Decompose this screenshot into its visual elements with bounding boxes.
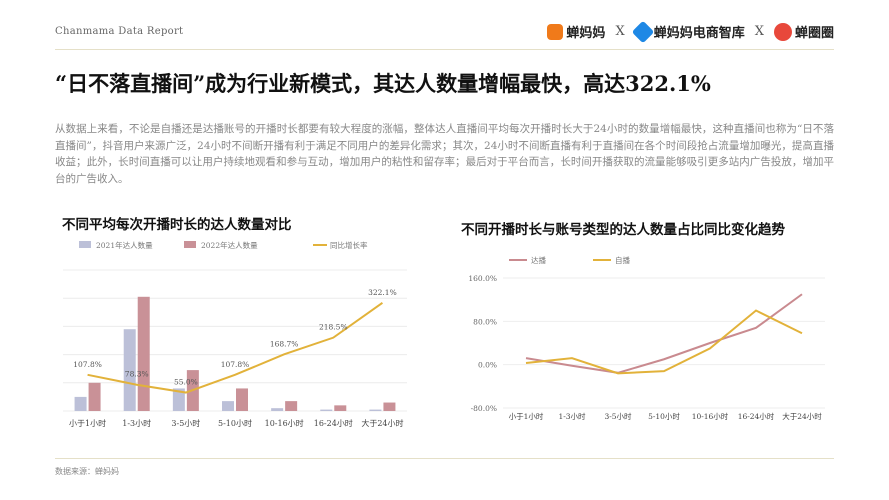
header-divider: [55, 49, 834, 50]
page-headline: “日不落直播间”成为行业新模式，其达人数量增幅最快，高达322.1%: [55, 71, 711, 96]
chanquanquan-logo-icon: [773, 22, 792, 41]
footer-divider: [55, 458, 834, 459]
bar: [334, 405, 347, 411]
data-label: 107.8%: [73, 360, 102, 369]
chanmama-logo-icon: [547, 23, 564, 40]
logo-zhiku-text: 蝉妈妈电商智库: [653, 26, 745, 41]
x-tick-label: 5-10小时: [648, 411, 680, 421]
x-tick-label: 大于24小时: [782, 411, 822, 421]
bar: [123, 329, 136, 411]
bar: [369, 409, 382, 411]
y-tick-label: -80.0%: [471, 404, 497, 413]
data-label: 322.1%: [368, 288, 397, 297]
legend-label: 同比增长率: [330, 240, 368, 250]
logo-separator: X: [754, 24, 764, 39]
legend-label: 自播: [615, 255, 630, 265]
bar: [285, 401, 298, 411]
bar: [383, 402, 396, 411]
data-label: 107.8%: [221, 360, 250, 369]
x-tick-label: 3-5小时: [604, 411, 632, 421]
legend-label: 2021年达人数量: [96, 240, 153, 250]
legend-swatch: [79, 241, 91, 248]
x-tick-label: 10-16小时: [265, 418, 304, 428]
zhiku-logo-icon: [631, 20, 655, 43]
growth-rate-line: [87, 302, 384, 394]
partner-logos: 蝉妈妈 X 蝉妈妈电商智库 X 蝉圈圈: [547, 20, 834, 43]
legend-swatch: [184, 241, 196, 248]
x-tick-label: 16-24小时: [738, 411, 775, 421]
data-label: 55.0%: [174, 378, 198, 387]
data-label: 218.5%: [319, 323, 348, 332]
x-tick-label: 10-16小时: [692, 411, 729, 421]
bar: [88, 382, 101, 411]
x-tick-label: 1-3小时: [558, 411, 586, 421]
bar-chart-title: 不同平均每次开播时长的达人数量对比: [62, 217, 292, 233]
series-line: [525, 309, 803, 375]
x-tick-label: 3-5小时: [171, 418, 200, 428]
logo-chanmama: 蝉妈妈: [547, 22, 605, 41]
bar: [74, 396, 87, 411]
logo-separator: X: [615, 24, 625, 39]
x-tick-label: 大于24小时: [361, 418, 403, 428]
logo-chanquanquan: 蝉圈圈: [773, 22, 834, 41]
bar: [271, 408, 284, 411]
legend-label: 2022年达人数量: [201, 240, 258, 250]
bar: [137, 296, 150, 411]
x-tick-label: 1-3小时: [122, 418, 151, 428]
bar: [172, 388, 185, 411]
data-label: 78.3%: [125, 370, 149, 379]
logo-zhiku: 蝉妈妈电商智库: [631, 20, 745, 43]
data-label: 168.7%: [270, 339, 299, 348]
bar: [320, 409, 333, 411]
bar: [222, 401, 234, 411]
data-source: 数据来源：蝉妈妈: [55, 467, 119, 476]
series-line: [525, 293, 803, 374]
y-tick-label: 0.0%: [478, 361, 497, 370]
x-tick-label: 16-24小时: [314, 418, 353, 428]
legend-label: 达播: [531, 255, 546, 265]
line-chart-title: 不同开播时长与账号类型的达人数量占比同比变化趋势: [461, 222, 785, 238]
x-tick-label: 小于1小时: [509, 411, 544, 421]
report-label: Chanmama Data Report: [55, 26, 184, 37]
logo-chanmama-text: 蝉妈妈: [566, 26, 606, 41]
bar: [236, 388, 248, 411]
x-tick-label: 5-10小时: [218, 418, 252, 428]
logo-chanquanquan-text: 蝉圈圈: [794, 26, 834, 41]
y-tick-label: 160.0%: [468, 274, 497, 283]
y-tick-label: 80.0%: [473, 317, 497, 326]
summary-paragraph: 从数据上来看，不论是自播还是达播账号的开播时长都要有较大程度的涨幅，整体达人直播…: [55, 123, 834, 185]
x-tick-label: 小于1小时: [69, 418, 106, 428]
